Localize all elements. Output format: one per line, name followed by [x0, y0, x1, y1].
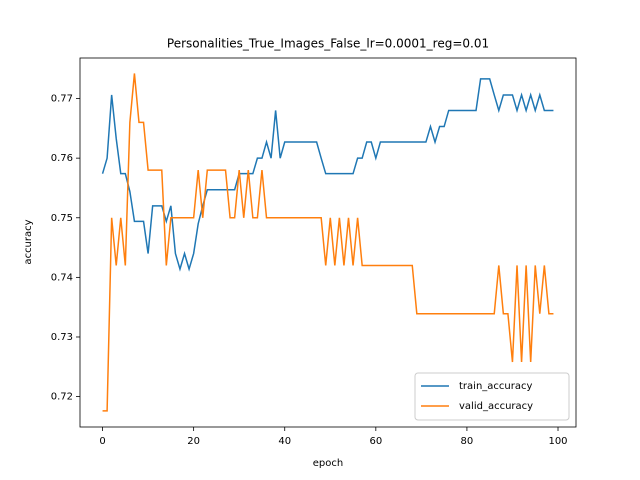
legend-box [414, 372, 570, 421]
x-tick-label: 80 [461, 436, 474, 447]
x-tick-label: 0 [99, 436, 105, 447]
line-series [102, 73, 554, 412]
y-tick-label: 0.72 [51, 392, 73, 403]
x-tick-label: 40 [278, 436, 291, 447]
x-tick-label: 60 [369, 436, 382, 447]
y-tick-label: 0.73 [51, 332, 73, 343]
y-tick-label: 0.75 [51, 213, 73, 224]
y-tick-label: 0.74 [51, 272, 73, 283]
chart-title: Personalities_True_Images_False_lr=0.000… [167, 37, 489, 51]
y-tick-label: 0.77 [51, 94, 73, 105]
legend-label: train_accuracy [459, 381, 532, 392]
x-axis-label: epoch [313, 458, 343, 469]
x-tick-label: 20 [187, 436, 200, 447]
legend-label: valid_accuracy [459, 401, 533, 412]
plot-frame [79, 57, 577, 428]
line-series [101, 78, 554, 272]
y-tick-label: 0.76 [51, 153, 73, 164]
y-axis-label: accuracy [23, 219, 34, 264]
x-tick-label: 100 [548, 436, 567, 447]
